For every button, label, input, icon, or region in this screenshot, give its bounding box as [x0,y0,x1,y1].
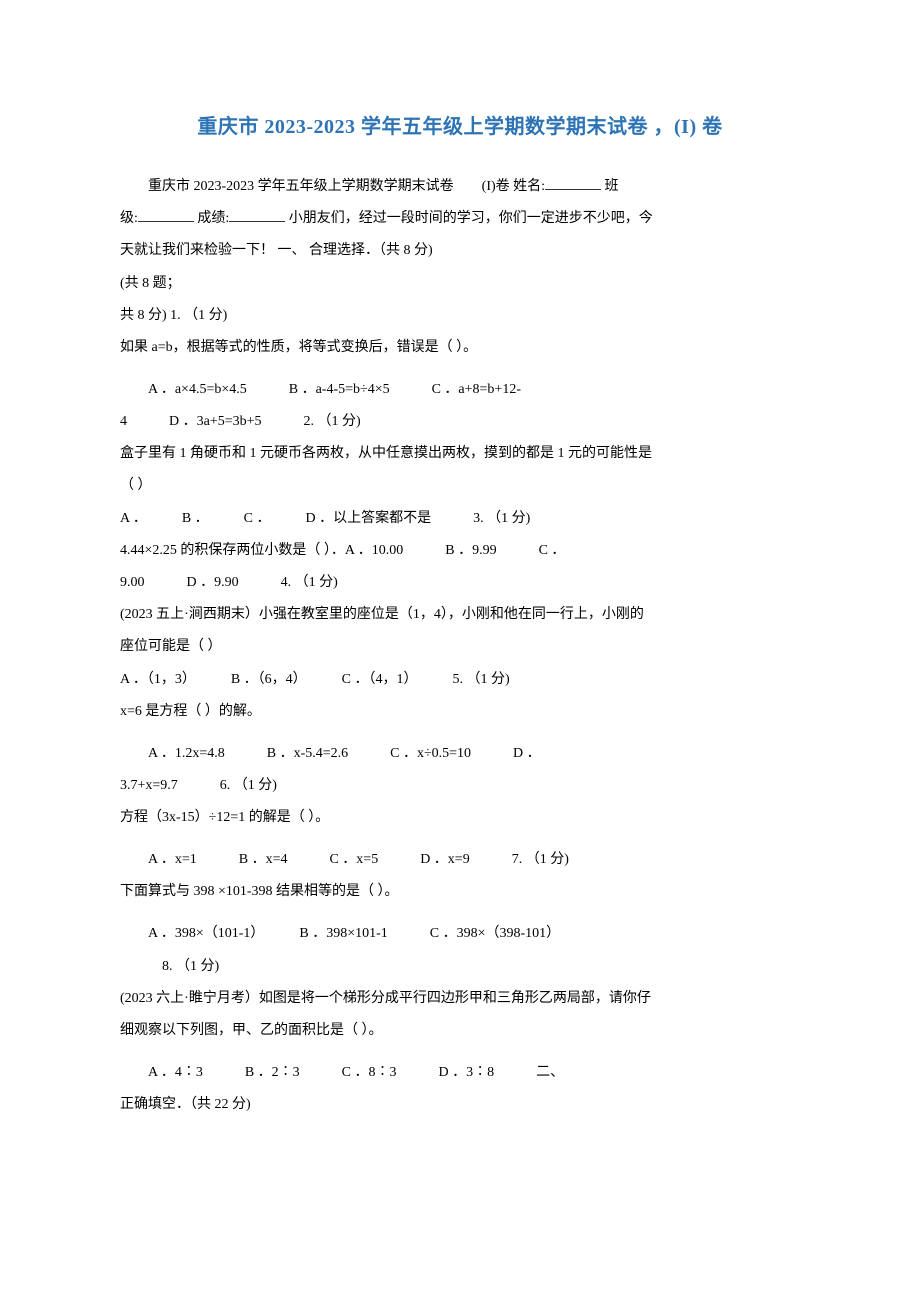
question-5: x=6 是方程（ ）的解。 [120,696,800,728]
section-meta-a: (共 8 题； [120,268,800,300]
question-1-options-b: 4 D ．3a+5=3b+5 2. （1 分) [120,406,800,438]
class-blank [138,210,194,223]
question-1: 如果 a=b，根据等式的性质，将等式变换后，错误是（ ）。 [120,332,800,364]
question-5-options-b: 3.7+x=9.7 6. （1 分) [120,770,800,802]
section-meta-b: 共 8 分) 1. （1 分) [120,300,800,332]
intro-prefix: 重庆市 2023-2023 学年五年级上学期数学期末试卷 (I)卷 姓名: [148,179,545,194]
intro-paragraph: 重庆市 2023-2023 学年五年级上学期数学期末试卷 (I)卷 姓名: 班 [120,171,800,203]
question-2: 盒子里有 1 角硬币和 1 元硬币各两枚，从中任意摸出两枚，摸到的都是 1 元的… [120,438,800,470]
name-blank [545,177,601,190]
document-body: 重庆市 2023-2023 学年五年级上学期数学期末试卷 (I)卷 姓名: 班 … [120,171,800,1121]
question-7-options-a: A ．398×（101-1） B ．398×101-1 C ．398×（398-… [120,918,800,950]
intro-suffix: 班 [601,179,619,194]
question-8-options-b: 正确填空．（共 22 分) [120,1089,800,1121]
score-label: 成绩: [194,211,229,226]
page-title: 重庆市 2023-2023 学年五年级上学期数学期末试卷 ，(I) 卷 [120,110,800,139]
question-3-b: 9.00 D ．9.90 4. （1 分) [120,567,800,599]
intro-greeting: 小朋友们，经过一段时间的学习，你们一定进步不少吧，今 [285,211,653,226]
question-5-options-a: A ．1.2x=4.8 B ．x-5.4=2.6 C ．x÷0.5=10 D ． [120,738,800,770]
question-1-options-a: A ．a×4.5=b×4.5 B ．a-4-5=b÷4×5 C ．a+8=b+1… [120,374,800,406]
question-8-options-a: A ．4∶3 B ．2∶3 C ．8∶3 D ．3∶8 二、 [120,1057,800,1089]
question-7-options-b: 8. （1 分) [120,951,800,983]
question-4-a: (2023 五上·涧西期末）小强在教室里的座位是（1，4），小刚和他在同一行上，… [120,599,800,631]
question-4-options: A ．（1，3） B ．（6，4） C ．（4，1） 5. （1 分) [120,664,800,696]
intro-line2: 级: 成绩: 小朋友们，经过一段时间的学习，你们一定进步不少吧，今 [120,203,800,235]
question-6: 方程（3x-15）÷12=1 的解是（ ）。 [120,802,800,834]
question-8-a: (2023 六上·睢宁月考）如图是将一个梯形分成平行四边形甲和三角形乙两局部，请… [120,983,800,1015]
class-label: 级: [120,211,138,226]
question-6-options: A ．x=1 B ．x=4 C ．x=5 D ．x=9 7. （1 分) [120,844,800,876]
question-2-options: A ． B ． C ． D ．以上答案都不是 3. （1 分) [120,503,800,535]
question-7: 下面算式与 398 ×101-398 结果相等的是（ ）。 [120,876,800,908]
question-4-b: 座位可能是（ ） [120,631,800,663]
score-blank [229,210,285,223]
question-8-b: 细观察以下列图，甲、乙的面积比是（ ）。 [120,1015,800,1047]
question-3: 4.44×2.25 的积保存两位小数是（ ）．A ．10.00 B ．9.99 … [120,535,800,567]
question-2-blank: （ ） [120,470,800,502]
intro-line3: 天就让我们来检验一下！ 一、 合理选择．（共 8 分) [120,235,800,267]
